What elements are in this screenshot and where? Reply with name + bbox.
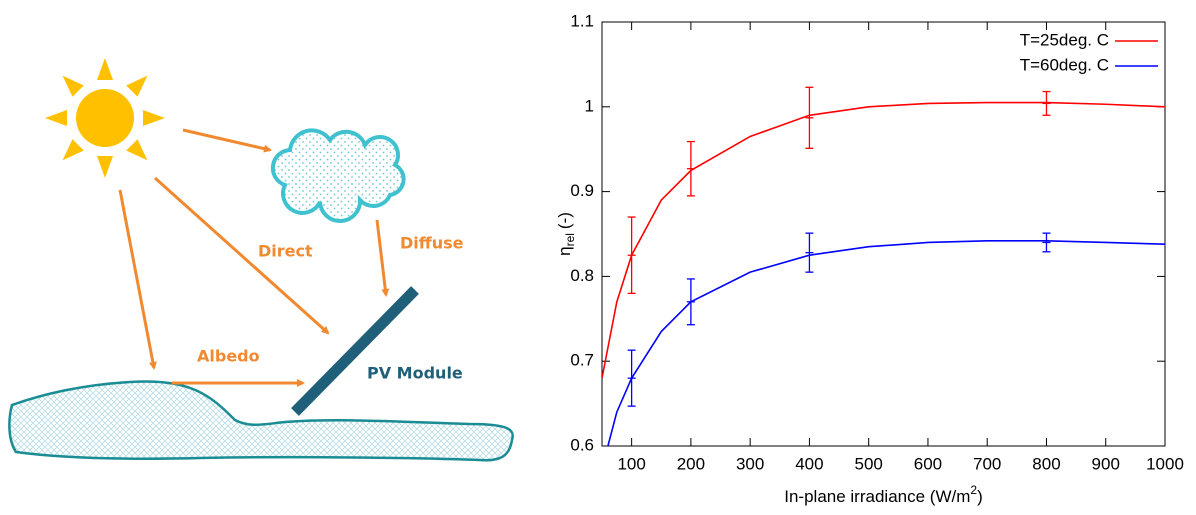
x-tick-label: 200 (677, 454, 705, 473)
y-tick-label: 0.6 (570, 435, 594, 454)
y-label-symbol: η (555, 246, 574, 255)
y-label-sub: rel (563, 233, 577, 246)
y-tick-label: 1 (585, 96, 594, 115)
x-label-suffix: ) (977, 487, 983, 506)
sun-ray (97, 156, 113, 178)
x-tick-label: 500 (854, 454, 882, 473)
diagram: Direct Diffuse Albedo PV Module (8, 58, 514, 462)
x-tick-label: 700 (973, 454, 1001, 473)
x-tick-label: 400 (795, 454, 823, 473)
arrow (182, 128, 272, 153)
sun-ray (45, 110, 67, 126)
y-label-unit: (-) (555, 212, 574, 229)
sun-ray (62, 75, 84, 97)
x-axis-label: In-plane irradiance (W/m2) (784, 483, 982, 506)
plot-frame (601, 21, 1166, 447)
y-tick-label: 0.9 (570, 181, 594, 200)
sun-disc (76, 89, 134, 147)
sun-ray (143, 110, 165, 126)
arrow (153, 176, 330, 335)
fit-line (607, 239, 1165, 446)
x-label-sup: 2 (970, 483, 977, 497)
x-tick-label: 300 (736, 454, 764, 473)
arrows (118, 128, 390, 387)
x-label-text: In-plane irradiance (W/m (784, 487, 970, 506)
sun-ray (62, 139, 84, 161)
x-tick-label: 100 (617, 454, 645, 473)
legend-label: T=60deg. C (1020, 55, 1109, 74)
y-axis-label: ηrel (-) (555, 212, 577, 256)
x-tick-label: 900 (1092, 454, 1120, 473)
legend-label: T=25deg. C (1020, 30, 1109, 49)
x-tick-label: 1000 (1146, 454, 1184, 473)
arrow (375, 219, 390, 297)
y-tick-label: 0.7 (570, 351, 594, 370)
sun-ray (126, 75, 148, 97)
module-label: PV Module (367, 364, 463, 383)
y-tick-label: 0.8 (570, 266, 594, 285)
ground (8, 380, 514, 462)
x-tick-label: 600 (914, 454, 942, 473)
direct-label: Direct (258, 242, 313, 261)
fit-line (602, 101, 1165, 379)
sun (45, 58, 165, 178)
sun-ray (126, 139, 148, 161)
diffuse-label: Diffuse (400, 234, 464, 253)
y-tick-label: 1.1 (570, 11, 594, 30)
pv-module (291, 286, 419, 416)
albedo-label: Albedo (197, 347, 260, 366)
cloud (270, 128, 406, 224)
arrow (118, 189, 157, 370)
sun-ray (97, 58, 113, 80)
chart: 100 200 300 400 500 600 700 800 900 1000 0.6 0.7 0.8… (555, 11, 1183, 506)
x-tick-label: 800 (1032, 454, 1060, 473)
